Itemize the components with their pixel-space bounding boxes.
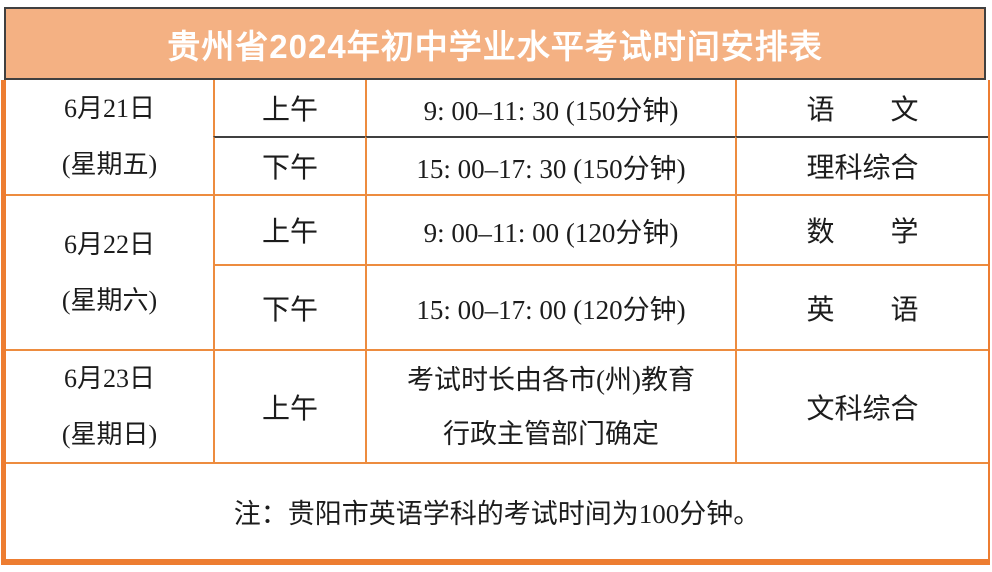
weekday-text: (星期六)	[61, 285, 158, 315]
date-text: 6月21日	[63, 94, 155, 123]
subject-cell: 数 学	[735, 194, 988, 264]
subject-cell: 理科综合	[735, 136, 988, 194]
period-cell: 上午	[213, 349, 365, 462]
date-cell-jun22: 6月22日 (星期六)	[6, 194, 213, 349]
exam-schedule-table: 6月21日 (星期五) 上午 9: 00–11: 30 (150分钟) 语 文 …	[1, 80, 990, 565]
time-cell: 考试时长由各市(州)教育 行政主管部门确定	[365, 349, 735, 462]
time-cell: 15: 00–17: 00 (120分钟)	[365, 264, 735, 349]
date-cell-jun21: 6月21日 (星期五)	[6, 80, 213, 194]
date-text: 6月23日	[63, 363, 155, 393]
note-row: 注：贵阳市英语学科的考试时间为100分钟。	[6, 462, 988, 559]
subject-cell: 文科综合	[735, 349, 988, 462]
note-text: 注：贵阳市英语学科的考试时间为100分钟。	[233, 499, 761, 529]
time-cell: 9: 00–11: 00 (120分钟)	[365, 194, 735, 264]
date-cell-jun23: 6月23日 (星期日)	[6, 349, 213, 462]
page-title: 贵州省2024年初中学业水平考试时间安排表	[167, 27, 823, 65]
subject-cell: 语 文	[735, 80, 988, 136]
subject-cell: 英 语	[735, 264, 988, 349]
time-cell: 9: 00–11: 30 (150分钟)	[365, 80, 735, 136]
table-title-banner: 贵州省2024年初中学业水平考试时间安排表	[4, 7, 986, 80]
period-cell: 上午	[213, 194, 365, 264]
time-line-2: 行政主管部门确定	[443, 418, 659, 449]
time-cell: 15: 00–17: 30 (150分钟)	[365, 136, 735, 194]
weekday-text: (星期日)	[61, 419, 158, 449]
period-cell: 下午	[213, 136, 365, 194]
date-text: 6月22日	[63, 229, 155, 259]
period-cell: 下午	[213, 264, 365, 349]
time-line-1: 考试时长由各市(州)教育	[407, 364, 695, 395]
period-cell: 上午	[213, 80, 365, 136]
weekday-text: (星期五)	[61, 150, 158, 179]
